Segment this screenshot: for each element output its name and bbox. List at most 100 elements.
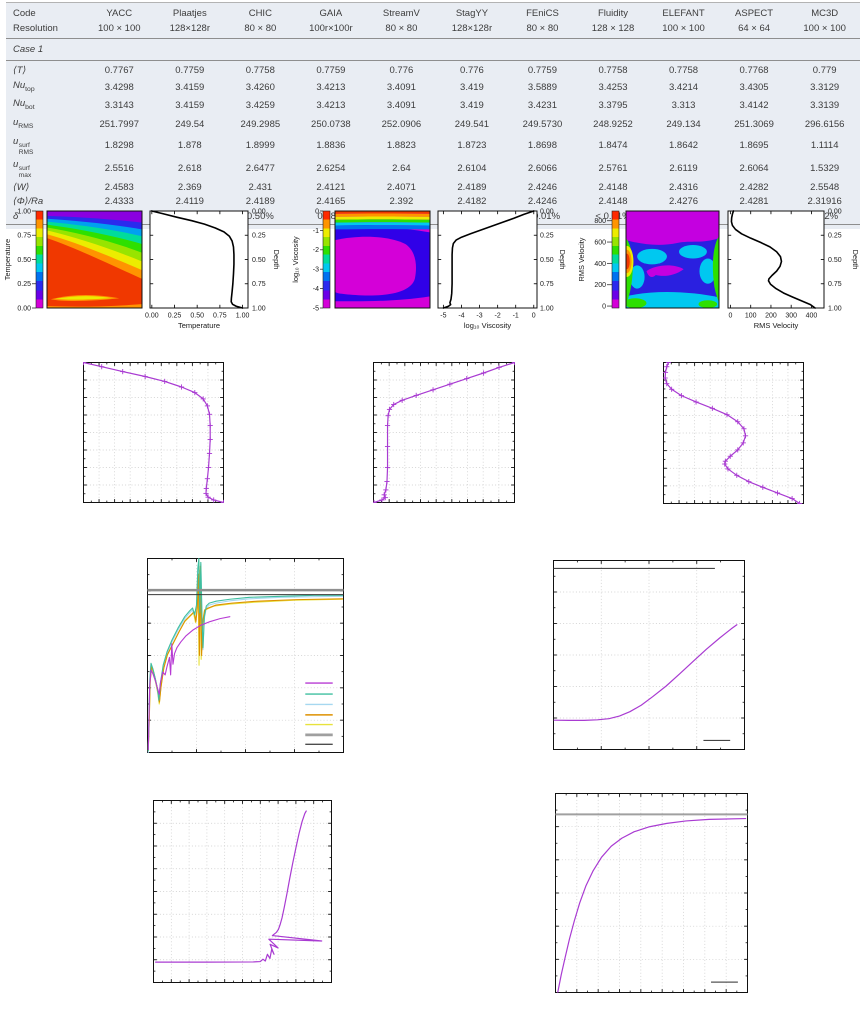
table-cell: 2.5761 bbox=[598, 162, 628, 174]
table-cell: 2.6104 bbox=[457, 162, 487, 174]
quantity-label: ⟨Φ⟩/Ra bbox=[13, 196, 44, 208]
svg-text:0.00: 0.00 bbox=[145, 313, 159, 320]
table-cell: 3.4231 bbox=[527, 100, 557, 112]
svg-text:1.00: 1.00 bbox=[236, 313, 250, 320]
code-name: CHIC bbox=[248, 8, 272, 19]
svg-text:0: 0 bbox=[728, 313, 732, 320]
timeseries-multi-code-plot bbox=[147, 558, 344, 753]
svg-text:0.75: 0.75 bbox=[17, 233, 31, 240]
table-cell: 3.3795 bbox=[598, 100, 628, 112]
table-cell: 3.4091 bbox=[386, 100, 416, 112]
field-axis-label: RMS Velocity bbox=[577, 237, 586, 281]
field-axis-label: Temperature bbox=[3, 239, 12, 281]
resolution-value: 100r×100r bbox=[295, 21, 367, 40]
table-cell: 2.4276 bbox=[668, 196, 699, 208]
table-cell: 3.4214 bbox=[668, 81, 699, 93]
svg-text:0.50: 0.50 bbox=[17, 257, 31, 264]
table-cell: 249.541 bbox=[454, 119, 490, 131]
results-table-wrap: Code YACC Plaatjes CHIC GAIA StreamV StagYY FEn… bbox=[6, 2, 860, 230]
table-cell: 2.6064 bbox=[739, 162, 769, 174]
svg-text:0.75: 0.75 bbox=[828, 281, 842, 288]
depth-axis-label: Depth bbox=[558, 250, 567, 270]
table-cell: 1.8823 bbox=[386, 139, 416, 151]
svg-text:800: 800 bbox=[594, 218, 606, 225]
quantity-label: u surf max bbox=[13, 158, 32, 179]
table-cell: 249.134 bbox=[666, 119, 701, 131]
svg-text:-3: -3 bbox=[313, 267, 319, 274]
table-cell: 0.776 bbox=[460, 64, 484, 76]
svg-text:-5: -5 bbox=[313, 305, 319, 312]
table-cell: 249.2985 bbox=[240, 119, 281, 131]
table-cell: 0.7767 bbox=[104, 64, 134, 76]
table-cell: 1.8642 bbox=[668, 139, 699, 151]
svg-text:0.50: 0.50 bbox=[252, 257, 266, 264]
table-cell: 248.9252 bbox=[593, 119, 633, 131]
table-cell: 3.419 bbox=[460, 81, 484, 93]
table-cell: 0.7759 bbox=[316, 64, 346, 76]
viscosity-field-figure: log₁₀ Viscosity 0 -1 -2 -3 -4 -5 -5 -4 -3 -2 -1 0 log… bbox=[291, 208, 567, 330]
svg-text:0.50: 0.50 bbox=[828, 257, 842, 264]
table-cell: 0.18% bbox=[317, 211, 345, 223]
timeseries-single-plot bbox=[553, 560, 745, 750]
table-cell: 1.8698 bbox=[527, 139, 557, 151]
svg-text:0.50: 0.50 bbox=[540, 257, 554, 264]
temperature-profile-plot bbox=[83, 362, 224, 503]
resolution-value: 128×128r bbox=[436, 21, 508, 40]
quantity-label: uRMS bbox=[13, 117, 34, 130]
table-cell: 1.5329 bbox=[810, 162, 840, 174]
code-name: Plaatjes bbox=[172, 8, 207, 19]
table-cell: 1.8836 bbox=[316, 139, 346, 151]
table-cell: 3.3143 bbox=[104, 100, 134, 112]
table-cell: 2.4189 bbox=[245, 196, 275, 208]
profile-x-axis-label: log₁₀ Viscosity bbox=[464, 321, 511, 330]
table-cell: 3.313 bbox=[671, 100, 696, 112]
svg-text:0.75: 0.75 bbox=[213, 313, 227, 320]
quantity-label: ⟨T⟩ bbox=[13, 64, 27, 76]
table-cell: 0.776 bbox=[389, 64, 414, 76]
table-cell: 3.4253 bbox=[598, 81, 628, 93]
table-cell: 296.6156 bbox=[804, 119, 845, 131]
table-cell: 2.4182 bbox=[457, 196, 487, 208]
table-cell: 1.1114 bbox=[810, 139, 839, 151]
table-cell: 2.369 bbox=[177, 181, 202, 193]
table-cell: 2.4148 bbox=[598, 196, 628, 208]
profile-x-axis-label: RMS Velocity bbox=[754, 321, 799, 330]
table-cell: 2.618 bbox=[177, 162, 202, 174]
svg-text:-5: -5 bbox=[440, 313, 446, 320]
profile-oscillation-plot bbox=[153, 800, 332, 983]
table-cell: 2.5516 bbox=[104, 162, 134, 174]
svg-text:0.50: 0.50 bbox=[190, 313, 204, 320]
svg-text:0.25: 0.25 bbox=[252, 233, 266, 240]
table-cell: 2.6254 bbox=[316, 162, 346, 174]
table-cell: 3.5889 bbox=[527, 81, 557, 93]
table-cell: 2.4281 bbox=[739, 196, 769, 208]
table-cell: 2.6119 bbox=[669, 162, 698, 174]
svg-text:400: 400 bbox=[806, 313, 818, 320]
table-cell: 2.4316 bbox=[668, 181, 699, 193]
table-cell: 1.8723 bbox=[457, 139, 487, 151]
table-cell: 2.4246 bbox=[527, 181, 557, 193]
quantity-label: ⟨W⟩ bbox=[13, 181, 30, 193]
code-name: StreamV bbox=[382, 8, 420, 19]
svg-text:-2: -2 bbox=[313, 247, 319, 254]
table-cell: 1.8999 bbox=[245, 139, 275, 151]
svg-text:0.25: 0.25 bbox=[168, 313, 182, 320]
svg-text:0.25: 0.25 bbox=[540, 233, 554, 240]
code-name: MC3D bbox=[811, 8, 839, 19]
table-cell: 2.4071 bbox=[386, 181, 416, 193]
resolution-value: 100 × 100 bbox=[789, 21, 860, 40]
svg-text:-4: -4 bbox=[313, 286, 319, 293]
table-cell: 2.4583 bbox=[104, 181, 134, 193]
resolution-value: 100 × 100 bbox=[84, 21, 155, 40]
quantity-label: δ bbox=[13, 211, 19, 223]
code-name: ASPECT bbox=[735, 8, 774, 19]
code-name: ELEFANT bbox=[662, 8, 705, 19]
table-cell: 3.4091 bbox=[386, 81, 416, 93]
field-axis-label: log₁₀ Viscosity bbox=[291, 236, 300, 283]
table-cell: 0.7768 bbox=[739, 64, 769, 76]
table-cell: 0.50% bbox=[246, 211, 274, 223]
svg-text:0.00: 0.00 bbox=[540, 208, 554, 215]
rms-velocity-profile-plot bbox=[663, 362, 804, 504]
table-cell: 3.4298 bbox=[104, 81, 134, 93]
svg-text:1.00: 1.00 bbox=[828, 305, 842, 312]
